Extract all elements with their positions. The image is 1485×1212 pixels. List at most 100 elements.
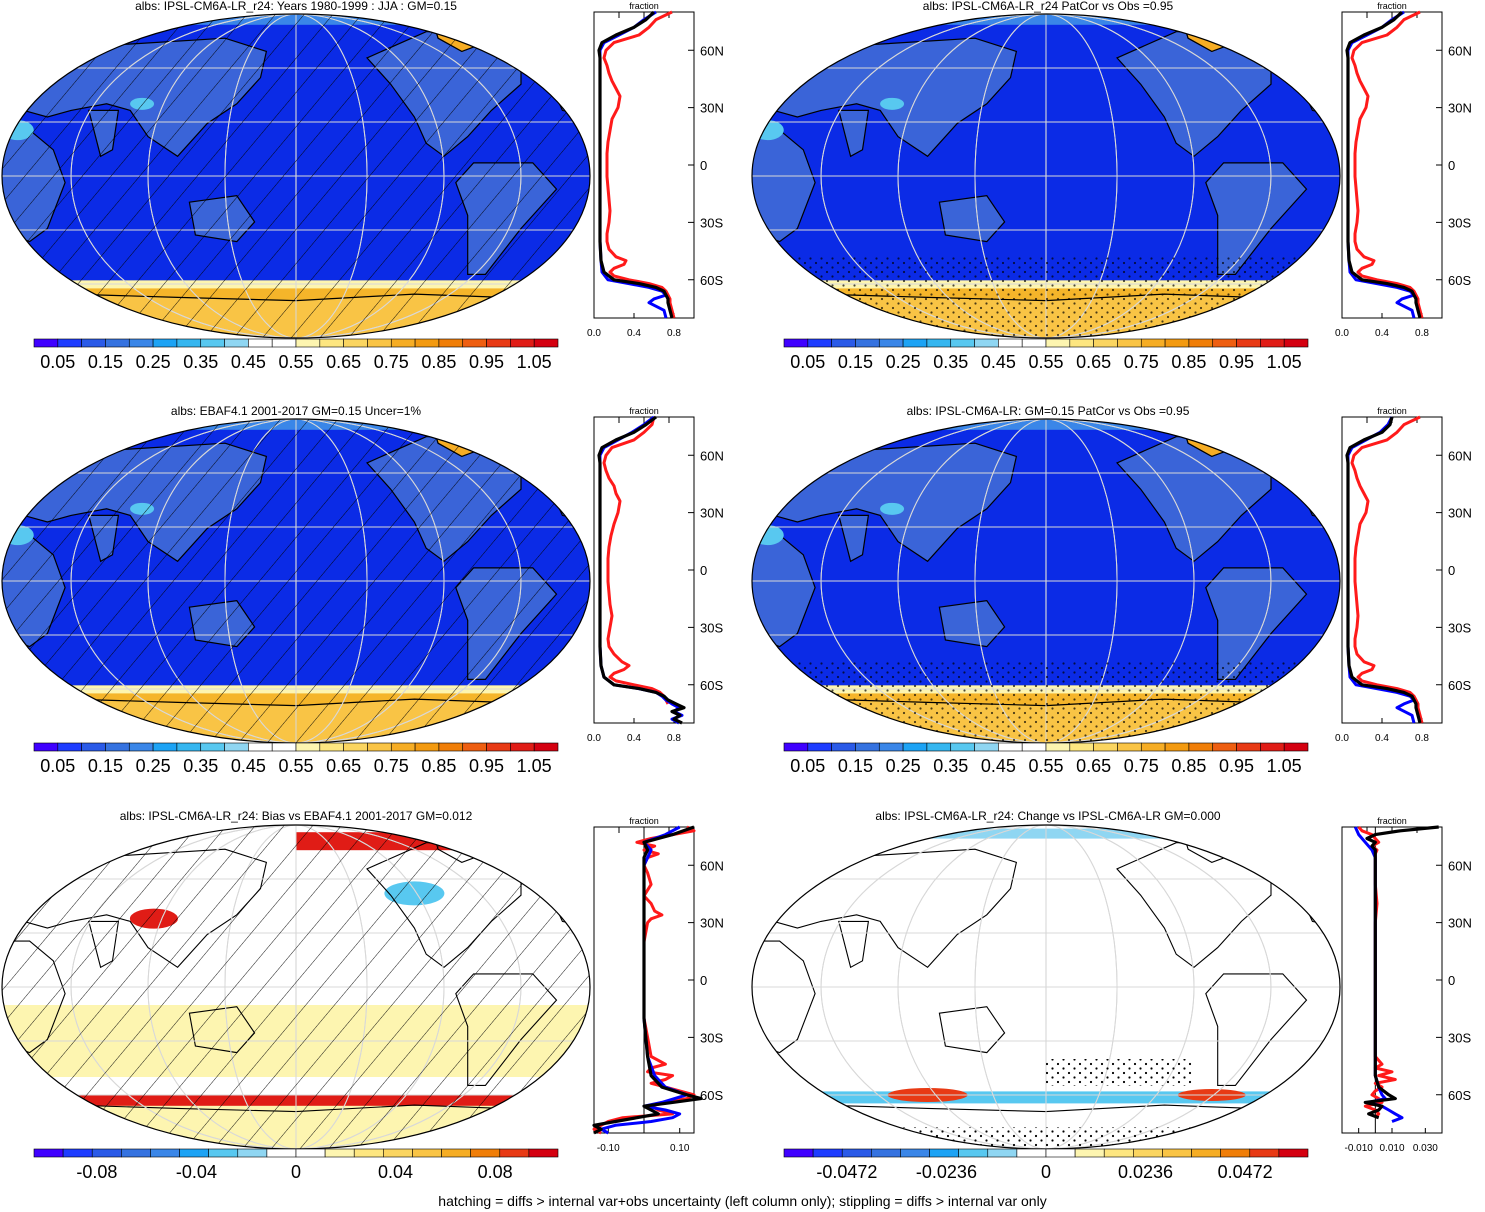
graticule-meridian: [897, 825, 1195, 1149]
zonal-frame: [1341, 11, 1443, 319]
colorbar-tick-label: 0.75: [374, 756, 409, 776]
colorbar-swatch: [414, 742, 440, 752]
colorbar-tick-label: 0.05: [790, 756, 825, 776]
colorbar-swatch: [499, 1148, 530, 1158]
hatching-overlay: [2, 825, 590, 1149]
stippling-overlay: [752, 1127, 1340, 1149]
zonal-mean-plot: fraction 60N 30N 0 30S 60S 0.0 0.4 0.8: [1335, 1, 1472, 339]
colorbar-swatch: [878, 338, 904, 348]
colorbar-swatch: [266, 1148, 297, 1158]
colorbar-tick-label: -0.0472: [816, 1162, 877, 1182]
zonal-x-tick-label: 0.4: [627, 733, 641, 744]
colorbar-swatch: [1188, 338, 1214, 348]
colorbar-tick-label: 0.65: [326, 352, 361, 372]
colorbar-swatch: [902, 338, 928, 348]
colorbar-swatch: [510, 338, 535, 348]
colorbar-swatch: [105, 338, 130, 348]
zonal-lat-label: 60N: [700, 858, 724, 873]
colorbar-swatch: [295, 742, 321, 752]
colorbar-swatch: [1283, 338, 1309, 348]
stippling-overlay: [752, 662, 1340, 743]
zonal-lat-label: 60N: [1448, 858, 1472, 873]
graticule-meridian: [820, 419, 1272, 743]
panel-4: albs: IPSL-CM6A-LR: GM=0.15 PatCor vs Ob…: [751, 404, 1472, 776]
colorbar-tick-label: 0.75: [1124, 352, 1159, 372]
colorbar-swatch: [1162, 1148, 1192, 1158]
colorbar-swatch: [152, 742, 178, 752]
colorbar-swatch: [1093, 742, 1118, 752]
zonal-axis-title: fraction: [629, 1, 659, 11]
colorbar-swatch: [855, 742, 880, 752]
zonal-lat-label: 0: [1448, 158, 1455, 173]
zonal-x-tick-label: 0.0: [1335, 733, 1349, 744]
colorbar-tick-label: 0.55: [1028, 352, 1063, 372]
colorbar-tick-label: 0.35: [933, 756, 968, 776]
colorbar-tick-label: 0.85: [421, 352, 456, 372]
colorbar-swatch: [528, 1148, 559, 1158]
panel-title: albs: IPSL-CM6A-LR_r24 PatCor vs Obs =0.…: [923, 0, 1174, 13]
colorbar-tick-label: 0.05: [790, 352, 825, 372]
colorbar-swatch: [974, 742, 999, 752]
colorbar-swatch: [1260, 338, 1285, 348]
colorbar-swatch: [1016, 1148, 1047, 1158]
colorbar-swatch: [1133, 1148, 1163, 1158]
zonal-lat-label: 60S: [700, 1088, 723, 1103]
colorbar-swatch: [438, 338, 464, 348]
colorbar-tick-label: 1.05: [517, 352, 552, 372]
panel-6: albs: IPSL-CM6A-LR_r24: Change vs IPSL-C…: [751, 809, 1472, 1182]
colorbar-swatch: [128, 742, 154, 752]
colorbar-swatch: [1164, 338, 1190, 348]
colorbar-swatch: [926, 742, 952, 752]
colorbar-swatch: [841, 1148, 872, 1158]
colorbar-swatch: [367, 338, 392, 348]
zonal-lat-label: 60S: [700, 273, 723, 288]
zonal-x-tick-label: 0.8: [1415, 328, 1429, 339]
colorbar-tick-label: 0.95: [469, 352, 504, 372]
colorbar-tick-label: 0.85: [421, 756, 456, 776]
colorbar-swatch: [958, 1148, 989, 1158]
zonal-lat-label: 0: [1448, 563, 1455, 578]
colorbar-swatch: [81, 338, 106, 348]
colorbar-swatch: [1212, 742, 1237, 752]
zonal-axis-title: fraction: [1377, 406, 1407, 416]
panel-title: albs: IPSL-CM6A-LR: GM=0.15 PatCor vs Ob…: [907, 404, 1190, 418]
colorbar-swatch: [81, 742, 106, 752]
zonal-x-tick-label: 0.8: [1415, 733, 1429, 744]
colorbar-swatch: [152, 338, 178, 348]
colorbar-tick-label: 0.75: [374, 352, 409, 372]
zonal-mean-plot: fraction 60N 30N 0 30S 60S -0.010 0.010 0.030: [1341, 816, 1472, 1154]
colorbar-swatch: [208, 1148, 239, 1158]
colorbar-swatch: [462, 742, 487, 752]
colorbar-tick-label: 1.05: [1267, 352, 1302, 372]
colorbar-swatch: [1278, 1148, 1309, 1158]
colorbar-swatch: [319, 742, 344, 752]
panel-title: albs: IPSL-CM6A-LR_r24: Change vs IPSL-C…: [875, 809, 1220, 823]
zonal-mean-plot: fraction 60N 30N 0 30S 60S 0.0 0.4 0.8: [1335, 406, 1472, 744]
zonal-lat-label: 30N: [1448, 916, 1472, 931]
zonal-series-obs: [602, 10, 676, 319]
map-area: [2, 14, 590, 338]
colorbar-swatch: [533, 338, 559, 348]
colorbar-swatch: [855, 338, 880, 348]
colorbar-swatch: [1188, 742, 1214, 752]
colorbar-tick-label: 0.0472: [1218, 1162, 1273, 1182]
graticule-meridian: [974, 14, 1118, 338]
colorbar-swatch: [414, 338, 440, 348]
zonal-axis-title: fraction: [1377, 816, 1407, 826]
colorbar-swatch: [1045, 1148, 1076, 1158]
stippling-overlay: [1046, 1059, 1194, 1086]
zonal-lat-label: 30N: [700, 506, 724, 521]
panel-3: albs: EBAF4.1 2001-2017 GM=0.15 Uncer=1%…: [1, 404, 724, 776]
colorbar-swatch: [176, 742, 202, 752]
coastline-india: [838, 920, 870, 969]
colorbar-tick-label: 0.08: [478, 1162, 513, 1182]
zonal-series-obs: [602, 416, 670, 705]
colorbar-swatch: [271, 742, 297, 752]
colorbar-swatch: [343, 742, 368, 752]
colorbar-swatch: [462, 338, 487, 348]
colorbar-tick-label: 0.45: [231, 756, 266, 776]
zonal-lat-label: 60S: [1448, 273, 1471, 288]
zonal-lat-label: 60S: [1448, 678, 1471, 693]
colorbar-swatch: [1191, 1148, 1221, 1158]
colorbar-swatch: [1260, 742, 1285, 752]
